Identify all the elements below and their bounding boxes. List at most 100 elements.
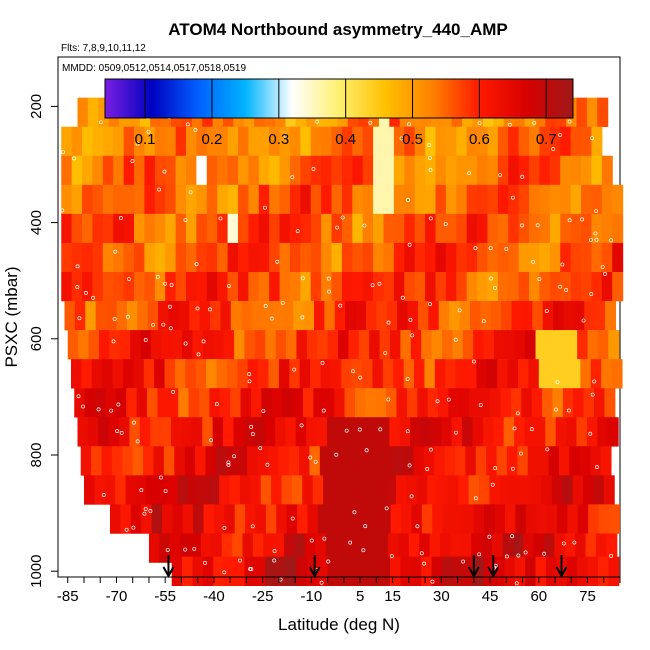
heatmap-cell xyxy=(82,155,94,186)
heatmap-cell xyxy=(445,359,457,389)
heatmap-cell xyxy=(113,155,125,186)
heatmap-cell xyxy=(504,556,516,587)
heatmap-cell xyxy=(435,271,447,302)
colorbar-tick-label: 0.1 xyxy=(135,131,156,148)
heatmap-cell xyxy=(257,446,269,476)
heatmap-cell xyxy=(486,359,498,389)
heatmap-cell xyxy=(206,271,218,302)
heatmap-cell xyxy=(548,446,560,476)
heatmap-cell xyxy=(499,475,511,505)
heatmap-cell xyxy=(362,242,374,273)
heatmap-cell xyxy=(454,446,466,476)
profile-arrow xyxy=(467,555,480,579)
sample-point xyxy=(473,246,478,251)
heatmap-cell xyxy=(82,213,94,244)
heatmap-cell xyxy=(92,126,104,157)
heatmap-cell xyxy=(269,184,281,215)
sample-point xyxy=(113,249,118,254)
heatmap-cell xyxy=(425,242,437,273)
heatmap-cell xyxy=(577,330,589,360)
heatmap-cell xyxy=(560,126,572,157)
heatmap-cell xyxy=(289,271,301,302)
heatmap-cell xyxy=(541,475,553,505)
heatmap-cell xyxy=(421,504,433,534)
x-axis-label: Latitude (deg N) xyxy=(278,615,400,634)
heatmap-cell xyxy=(352,155,364,186)
heatmap-cell xyxy=(369,330,381,360)
heatmap-cell xyxy=(104,475,116,505)
heatmap-cell xyxy=(300,213,312,244)
sample-point xyxy=(183,218,188,222)
heatmap-cell xyxy=(427,388,439,418)
sample-point xyxy=(581,318,586,323)
heatmap-cell xyxy=(82,126,94,157)
heatmap-cell xyxy=(241,301,253,331)
heatmap-cell xyxy=(386,388,398,418)
sample-point xyxy=(77,316,82,321)
heatmap-cell xyxy=(393,184,405,215)
sample-point xyxy=(504,246,509,251)
heatmap-cell xyxy=(102,126,114,157)
heatmap-cell xyxy=(245,504,257,534)
sample-point xyxy=(226,462,231,467)
heatmap-cell xyxy=(471,533,483,563)
heatmap-cell xyxy=(248,242,260,273)
heatmap-cell xyxy=(521,301,533,331)
heatmap-cell xyxy=(587,330,599,360)
heatmap-cell xyxy=(230,301,242,331)
x-tick-label: 15 xyxy=(384,588,401,605)
heatmap-cell xyxy=(188,388,200,418)
heatmap-cell xyxy=(383,242,395,273)
sample-point xyxy=(183,547,188,552)
heatmap-cell xyxy=(282,301,294,331)
heatmap-cell xyxy=(456,184,468,215)
heatmap-cell xyxy=(425,213,437,244)
sample-point xyxy=(473,496,478,501)
sample-point xyxy=(542,551,547,556)
sample-point xyxy=(91,295,96,300)
heatmap-cell xyxy=(445,213,457,244)
heatmap-cell xyxy=(330,446,342,476)
heatmap-cell xyxy=(552,388,564,418)
heatmap-cell xyxy=(148,533,160,563)
heatmap-cell xyxy=(116,301,128,331)
heatmap-cell xyxy=(269,242,281,273)
heatmap-cell xyxy=(234,504,246,534)
sample-point xyxy=(290,175,295,180)
sample-point xyxy=(567,119,572,124)
profile-arrow xyxy=(308,555,321,579)
sample-point xyxy=(427,143,432,148)
sample-point xyxy=(510,534,515,539)
heatmap-cell xyxy=(226,359,238,389)
heatmap-cell xyxy=(196,184,208,215)
sample-point xyxy=(196,352,201,357)
heatmap-cell xyxy=(487,271,499,302)
sample-point xyxy=(422,561,427,566)
heatmap-cell xyxy=(299,359,311,389)
heatmap-cell xyxy=(414,242,426,273)
heatmap-cell xyxy=(352,271,364,302)
heatmap-cell xyxy=(518,184,530,215)
heatmap-cell xyxy=(338,504,350,534)
heatmap-cell xyxy=(195,446,207,476)
heatmap-cell xyxy=(518,242,530,273)
heatmap-cell xyxy=(227,271,239,302)
heatmap-cell xyxy=(343,475,355,505)
heatmap-cell xyxy=(591,213,603,244)
heatmap-cell xyxy=(247,359,259,389)
sample-point xyxy=(76,394,81,399)
heatmap-cell xyxy=(393,271,405,302)
heatmap-cell xyxy=(549,155,561,186)
sample-point xyxy=(72,156,76,161)
heatmap-cell xyxy=(262,301,274,331)
heatmap-cell xyxy=(581,242,593,273)
heatmap-cell xyxy=(545,330,557,360)
heatmap-cell xyxy=(487,155,499,186)
heatmap-cell xyxy=(369,504,381,534)
heatmap-cell xyxy=(514,417,526,447)
heatmap-cell xyxy=(448,388,460,418)
heatmap-cell xyxy=(607,417,619,447)
heatmap-cell xyxy=(167,475,179,505)
heatmap-cell xyxy=(248,155,260,186)
sample-point xyxy=(405,377,410,381)
